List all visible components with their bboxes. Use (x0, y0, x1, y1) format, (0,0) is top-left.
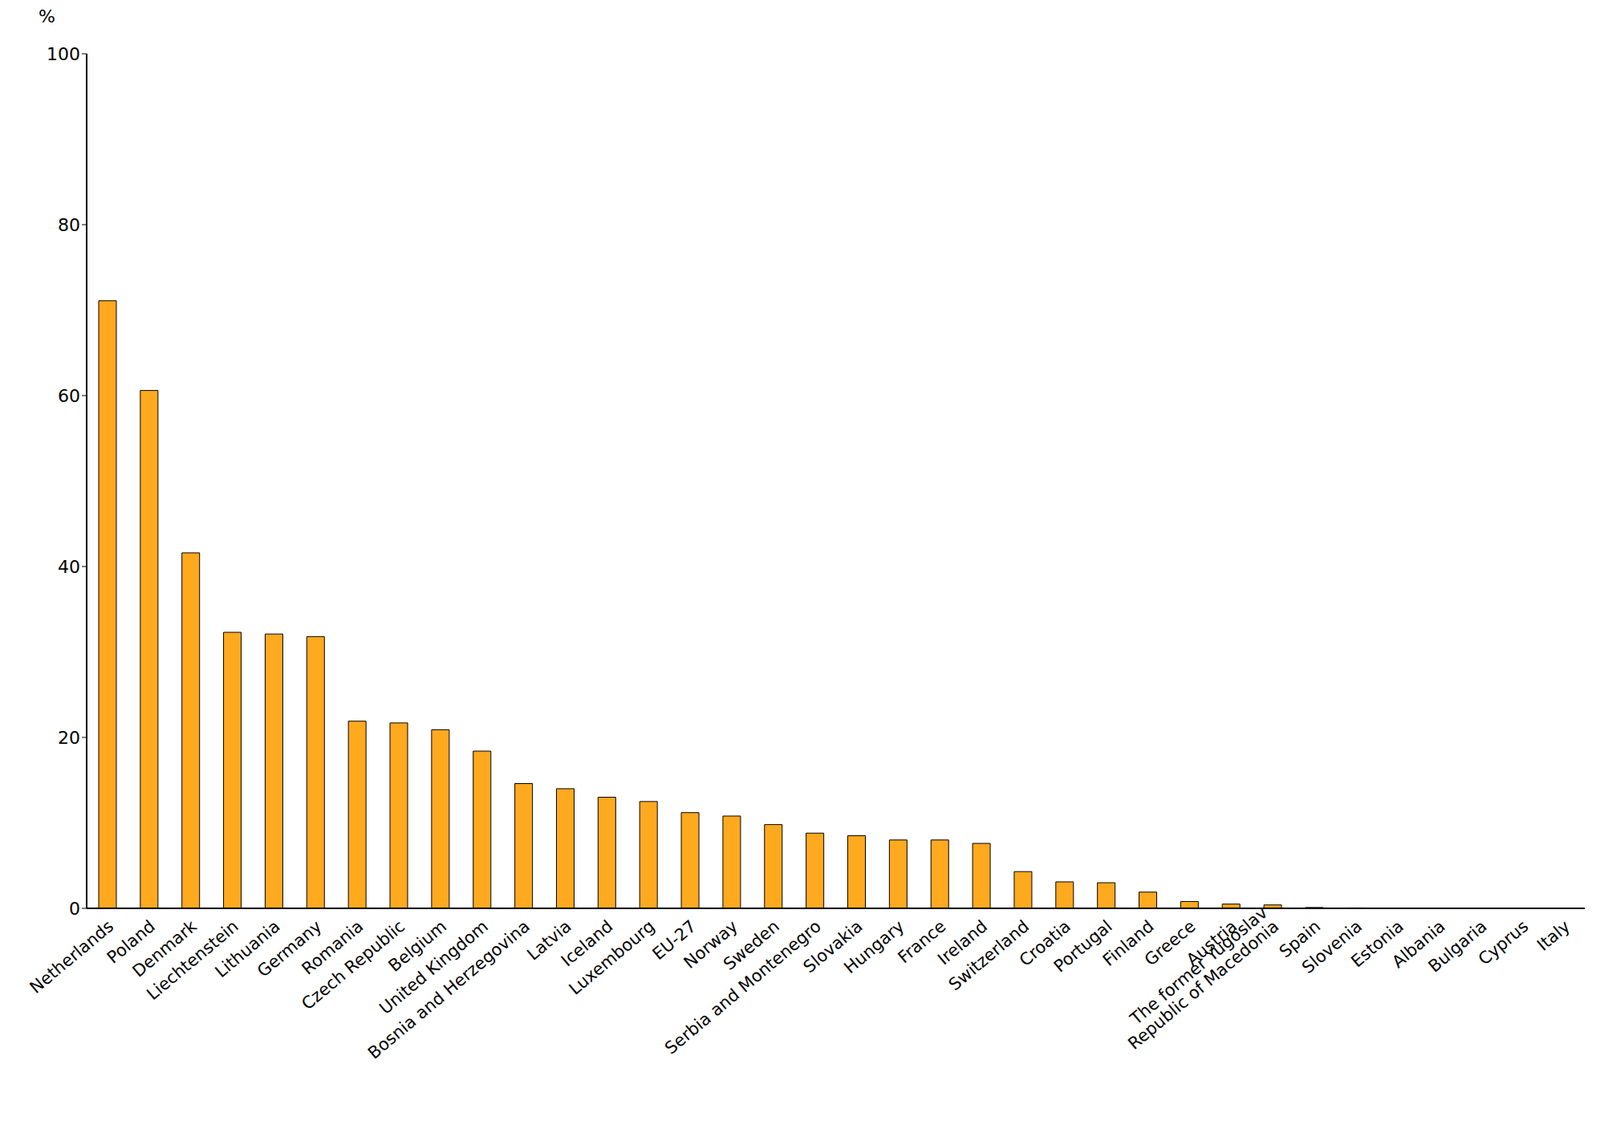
svg-text:Albania: Albania (1388, 916, 1449, 972)
svg-text:Germany: Germany (253, 916, 326, 982)
svg-text:Hungary: Hungary (840, 916, 908, 978)
svg-text:Belgium: Belgium (384, 916, 451, 976)
svg-text:Slovenia: Slovenia (1298, 916, 1366, 978)
svg-text:0: 0 (69, 898, 81, 919)
svg-text:Luxembourg: Luxembourg (565, 916, 659, 999)
svg-text:Cyprus: Cyprus (1474, 916, 1533, 970)
svg-text:France: France (894, 916, 950, 968)
svg-text:Spain: Spain (1275, 916, 1325, 962)
svg-text:Iceland: Iceland (557, 916, 617, 971)
svg-text:Serbia and Montenegro: Serbia and Montenegro (661, 916, 825, 1058)
svg-text:80: 80 (57, 215, 81, 236)
svg-text:Portugal: Portugal (1050, 916, 1117, 976)
svg-text:Liechtenstein: Liechtenstein (143, 916, 243, 1004)
svg-text:Finland: Finland (1099, 916, 1158, 970)
svg-text:Denmark: Denmark (128, 916, 201, 982)
svg-text:Bosnia and Herzegovina: Bosnia and Herzegovina (364, 916, 534, 1063)
svg-text:60: 60 (57, 385, 81, 407)
svg-text:Poland: Poland (103, 916, 159, 968)
svg-text:40: 40 (57, 556, 81, 577)
svg-text:Netherlands: Netherlands (26, 916, 118, 998)
svg-text:100: 100 (46, 44, 81, 65)
svg-text:Lithuania: Lithuania (211, 916, 284, 982)
svg-text:Czech Republic: Czech Republic (297, 916, 409, 1014)
svg-text:Switzerland: Switzerland (945, 916, 1033, 995)
svg-text:Norway: Norway (680, 916, 742, 973)
svg-text:The former YugoslavRepublic of: The former YugoslavRepublic of Macedonia (1112, 902, 1283, 1054)
svg-text:Slovakia: Slovakia (799, 916, 867, 977)
svg-text:20: 20 (57, 727, 81, 748)
svg-text:EU-27: EU-27 (648, 916, 700, 964)
svg-text:Ireland: Ireland (934, 916, 992, 969)
svg-text:Bulgaria: Bulgaria (1424, 916, 1491, 976)
svg-text:Italy: Italy (1533, 916, 1574, 955)
svg-text:Romania: Romania (298, 916, 367, 979)
svg-text:Latvia: Latvia (523, 916, 576, 965)
svg-text:Greece: Greece (1140, 916, 1200, 970)
svg-text:United Kingdom: United Kingdom (375, 916, 492, 1019)
svg-text:Croatia: Croatia (1015, 916, 1075, 971)
svg-text:Sweden: Sweden (719, 916, 784, 975)
svg-text:Estonia: Estonia (1347, 916, 1408, 972)
